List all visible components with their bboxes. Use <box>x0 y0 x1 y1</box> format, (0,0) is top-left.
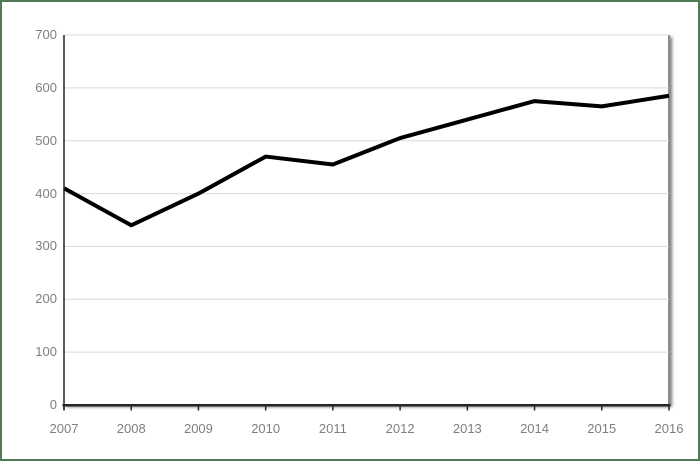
x-axis-tick-label: 2015 <box>587 421 617 436</box>
x-axis-tick-label: 2011 <box>318 421 347 436</box>
x-axis-tick-label: 2016 <box>654 421 684 436</box>
x-axis-tick-label: 2007 <box>49 421 79 436</box>
x-axis-tick-label: 2008 <box>116 421 146 436</box>
x-axis-tick-label: 2010 <box>251 421 281 436</box>
y-axis-tick-label: 600 <box>35 79 57 95</box>
y-axis-tick-label: 200 <box>35 291 57 307</box>
y-axis-tick-label: 300 <box>35 238 57 254</box>
y-axis-tick-label: 0 <box>49 397 57 412</box>
y-axis-tick-label: 700 <box>35 27 57 42</box>
x-axis-tick-label: 2012 <box>385 421 415 436</box>
y-axis-tick-label: 400 <box>35 185 57 201</box>
x-axis-tick-label: 2013 <box>452 421 482 436</box>
x-axis-tick-label: 2009 <box>183 421 213 436</box>
y-axis-tick-label: 100 <box>35 344 57 360</box>
x-axis-tick-label: 2014 <box>520 421 549 436</box>
y-axis-tick-label: 500 <box>35 132 57 148</box>
data-line <box>63 93 670 228</box>
plot-area <box>64 35 670 405</box>
